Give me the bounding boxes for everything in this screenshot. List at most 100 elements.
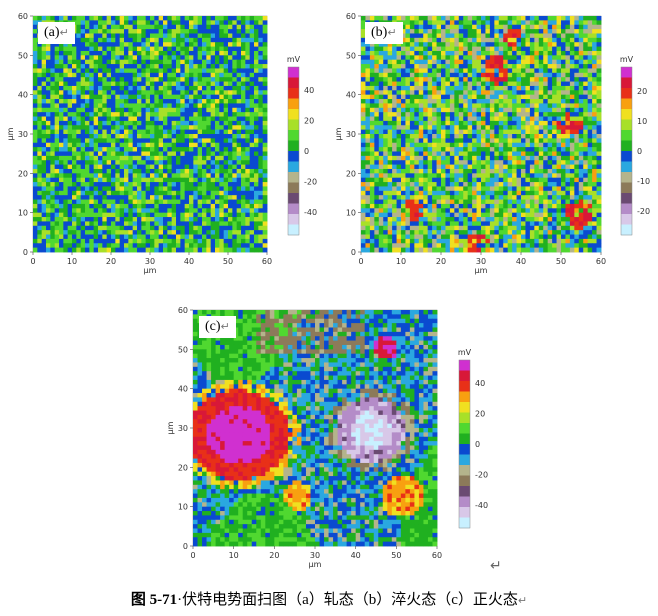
heatmap-cell [387, 138, 393, 144]
heatmap-cell [124, 190, 129, 196]
heatmap-cell [552, 138, 557, 144]
heatmap-cell [59, 186, 64, 192]
heatmap-cell [46, 138, 51, 144]
heatmap-cell [503, 147, 509, 152]
heatmap-cell [46, 46, 51, 52]
heatmap-cell [254, 55, 259, 61]
heatmap-cell [210, 112, 216, 117]
heatmap-cell [180, 147, 186, 152]
heatmap-cell [534, 72, 540, 78]
heatmap-cell [578, 72, 584, 78]
heatmap-cell [132, 20, 138, 26]
heatmap-cell [184, 155, 190, 161]
heatmap-cell [80, 160, 86, 165]
heatmap-cell [210, 77, 216, 82]
heatmap-cell [392, 94, 397, 100]
heatmap-cell [485, 64, 491, 69]
heatmap-cell [189, 20, 194, 26]
heatmap-cell [405, 85, 411, 91]
heatmap-cell [445, 151, 451, 157]
heatmap-cell [46, 225, 51, 231]
heatmap-cell [124, 72, 129, 78]
heatmap-cell [210, 225, 216, 231]
heatmap-cell [128, 81, 134, 87]
heatmap-cell [569, 85, 575, 91]
heatmap-cell [180, 46, 186, 52]
heatmap-cell [141, 247, 147, 253]
heatmap-cell [46, 142, 51, 148]
heatmap-cell [405, 116, 411, 122]
heatmap-cell [494, 20, 500, 26]
heatmap-cell [578, 112, 584, 117]
heatmap-cell [396, 94, 402, 100]
heatmap-cell [494, 55, 500, 61]
heatmap-cell [228, 42, 233, 47]
heatmap-cell [202, 247, 207, 253]
heatmap-cell [552, 33, 557, 39]
heatmap-cell [449, 164, 455, 170]
heatmap-cell [206, 168, 212, 174]
heatmap-cell [76, 186, 82, 192]
heatmap-cell [163, 173, 168, 179]
heatmap-cell [236, 90, 242, 96]
heatmap-cell [80, 221, 86, 227]
heatmap-cell [106, 155, 112, 161]
heatmap-cell [538, 42, 544, 47]
heatmap-cell [119, 99, 125, 104]
heatmap-cell [41, 199, 47, 205]
heatmap-cell [245, 225, 251, 231]
heatmap-cell [202, 164, 207, 170]
heatmap-cell [569, 125, 575, 131]
heatmap-cell [33, 238, 38, 244]
heatmap-cell [80, 55, 86, 61]
heatmap-cell [463, 77, 469, 82]
heatmap-cell [145, 234, 151, 240]
heatmap-cell [432, 164, 437, 170]
heatmap-cell [223, 160, 229, 165]
heatmap-cell [41, 173, 47, 179]
heatmap-cell [463, 129, 469, 135]
heatmap-cell [63, 99, 69, 104]
heatmap-cell [197, 203, 203, 209]
heatmap-cell [258, 24, 264, 30]
heatmap-cell [80, 208, 86, 214]
heatmap-cell [215, 142, 220, 148]
heatmap-cell [516, 42, 522, 47]
heatmap-cell [361, 116, 366, 122]
heatmap-cell [583, 134, 589, 139]
heatmap-cell [189, 182, 194, 187]
heatmap-cell [258, 16, 264, 21]
heatmap-cell [154, 112, 160, 117]
heatmap-cell [111, 20, 116, 26]
x-tick-label: 50 [223, 257, 233, 266]
heatmap-cell [132, 147, 138, 152]
heatmap-cell [441, 155, 446, 161]
heatmap-cell [167, 85, 173, 91]
heatmap-cell [50, 164, 56, 170]
heatmap-cell [59, 182, 64, 187]
heatmap-cell [245, 29, 251, 34]
heatmap-cell [184, 142, 190, 148]
heatmap-cell [72, 134, 77, 139]
heatmap-cell [454, 107, 460, 113]
heatmap-cell [158, 94, 164, 100]
heatmap-cell [476, 129, 482, 135]
heatmap-cell [565, 112, 571, 117]
heatmap-cell [210, 186, 216, 192]
heatmap-cell [119, 173, 125, 179]
heatmap-cell [481, 59, 486, 65]
heatmap-cell [102, 173, 108, 179]
heatmap-cell [249, 29, 255, 34]
heatmap-cell [85, 90, 90, 96]
heatmap-cell [463, 99, 469, 104]
heatmap-cell [184, 37, 190, 43]
heatmap-cell [463, 46, 469, 52]
heatmap-cell [254, 208, 259, 214]
heatmap-cell [189, 151, 194, 157]
heatmap-cell [111, 217, 116, 222]
heatmap-cell [189, 238, 194, 244]
heatmap-cell [193, 42, 199, 47]
heatmap-cell [245, 42, 251, 47]
heatmap-cell [85, 72, 90, 78]
heatmap-cell [392, 81, 397, 87]
